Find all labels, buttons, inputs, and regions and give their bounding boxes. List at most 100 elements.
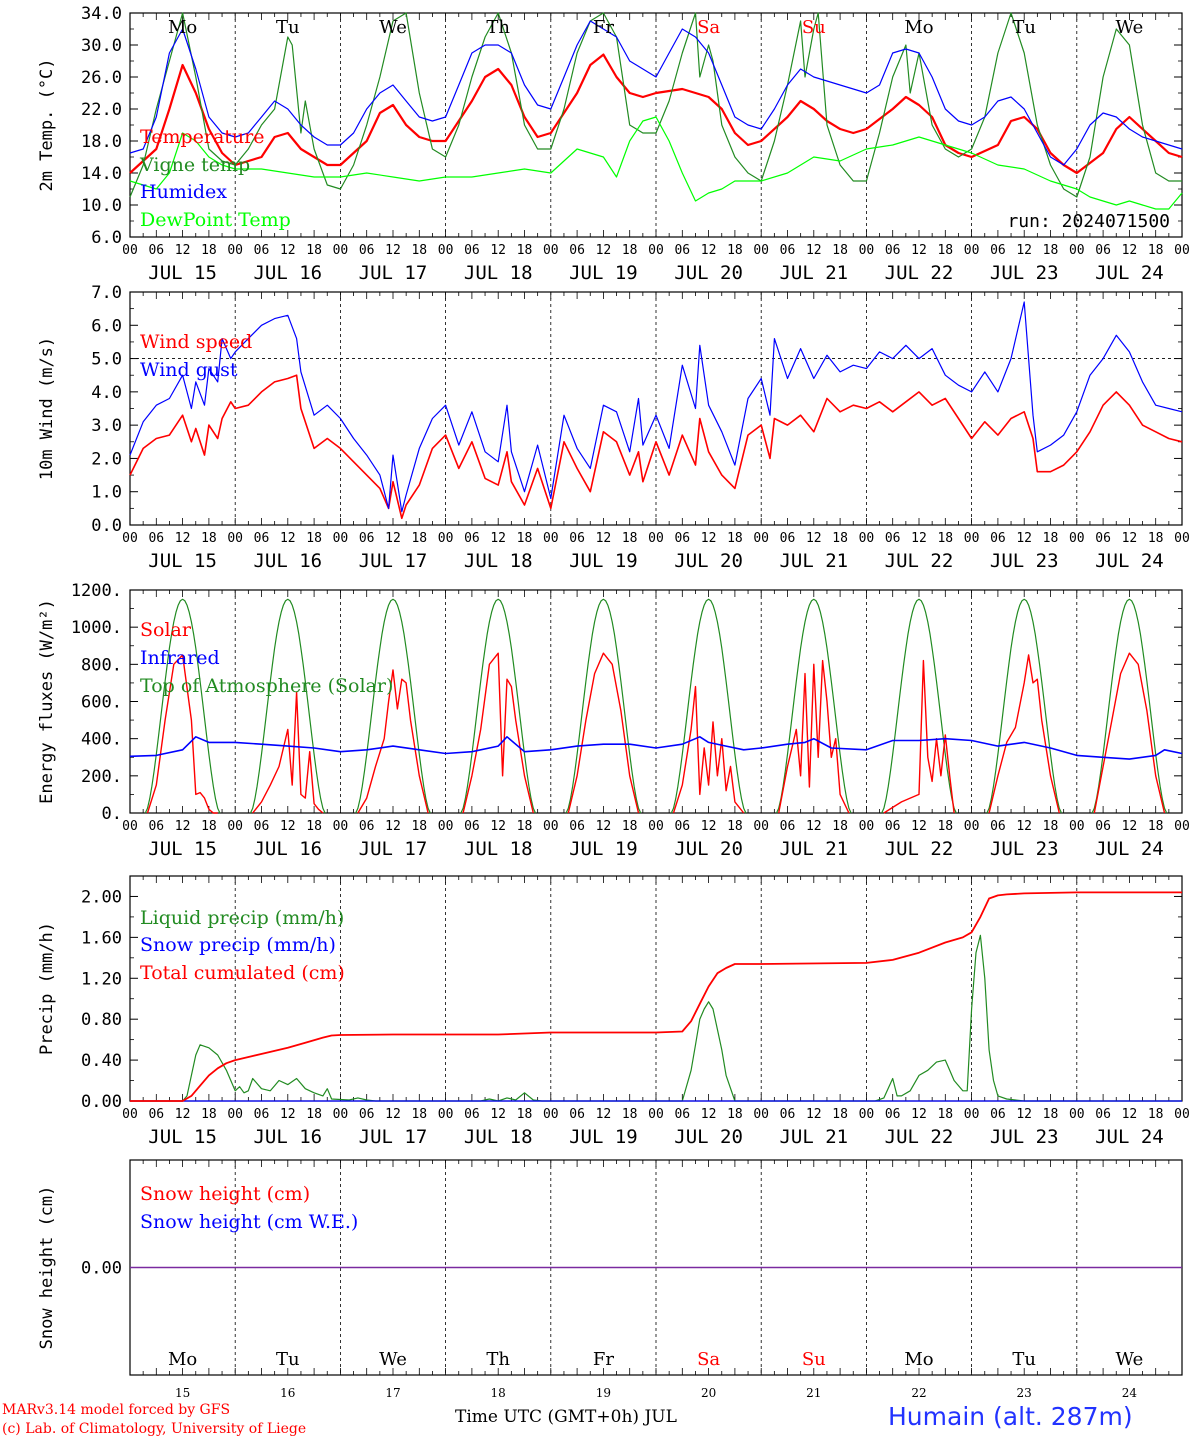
hour-tick-label: 06 xyxy=(148,243,164,258)
weekday-label: Sa xyxy=(697,17,720,38)
hour-tick-label: 12 xyxy=(806,1107,822,1122)
hour-tick-label: 06 xyxy=(464,243,480,258)
hour-tick-label: 00 xyxy=(227,243,243,258)
hour-tick-label: 00 xyxy=(1069,819,1085,834)
y-tick-label: 400. xyxy=(81,730,122,750)
hour-tick-label: 12 xyxy=(385,1107,401,1122)
series-vigne-temp xyxy=(129,12,1182,198)
hour-tick-label: 06 xyxy=(148,531,164,546)
hour-tick-label: 06 xyxy=(464,1107,480,1122)
y-tick-label: 7.0 xyxy=(91,283,122,303)
weekday-label: We xyxy=(1116,17,1144,38)
y-tick-label: 2.0 xyxy=(91,449,122,469)
date-label: JUL 15 xyxy=(148,1126,217,1148)
date-label: JUL 16 xyxy=(253,550,322,572)
hour-tick-label: 00 xyxy=(753,243,769,258)
date-label: JUL 23 xyxy=(990,262,1059,284)
hour-tick-label: 18 xyxy=(1043,243,1059,258)
hour-tick-label: 12 xyxy=(1016,531,1032,546)
date-label: JUL 20 xyxy=(674,1126,743,1148)
series-solar xyxy=(778,659,850,814)
day-number-label: 23 xyxy=(1017,1386,1032,1400)
y-tick-label: 2.00 xyxy=(81,887,122,907)
series-solar xyxy=(462,652,534,814)
hour-tick-label: 12 xyxy=(1016,243,1032,258)
hour-tick-label: 06 xyxy=(990,531,1006,546)
hour-tick-label: 12 xyxy=(280,243,296,258)
hour-tick-label: 06 xyxy=(359,531,375,546)
date-label: JUL 17 xyxy=(359,262,428,284)
weekday-label-bottom: Mo xyxy=(168,1349,197,1370)
hour-tick-label: 12 xyxy=(1016,1107,1032,1122)
day-number-label: 17 xyxy=(385,1386,400,1400)
hour-tick-label: 18 xyxy=(1148,531,1164,546)
date-label: JUL 24 xyxy=(1095,262,1164,284)
y-tick-label: 18.0 xyxy=(81,132,122,152)
hour-tick-label: 00 xyxy=(964,243,980,258)
date-label: JUL 20 xyxy=(674,550,743,572)
hour-tick-label: 12 xyxy=(1122,819,1138,834)
y-tick-label: 1200. xyxy=(71,581,122,601)
weekday-label: We xyxy=(379,17,407,38)
hour-tick-label: 00 xyxy=(543,1107,559,1122)
hour-tick-label: 12 xyxy=(911,531,927,546)
legend-entry: Wind speed xyxy=(140,331,252,353)
hour-tick-label: 12 xyxy=(385,531,401,546)
date-label: JUL 19 xyxy=(569,838,638,860)
hour-tick-label: 06 xyxy=(1095,819,1111,834)
weekday-label: Th xyxy=(486,17,510,38)
hour-tick-label: 12 xyxy=(280,531,296,546)
hour-tick-label: 00 xyxy=(122,531,138,546)
date-label: JUL 22 xyxy=(885,838,954,860)
hour-tick-label: 18 xyxy=(201,819,217,834)
hour-tick-label: 06 xyxy=(254,243,270,258)
y-tick-label: 22.0 xyxy=(81,100,122,120)
legend-entry: Infrared xyxy=(140,647,220,669)
weekday-label-bottom: Tu xyxy=(276,1349,300,1370)
hour-tick-label: 12 xyxy=(280,819,296,834)
hour-tick-label: 06 xyxy=(990,1107,1006,1122)
hour-tick-label: 18 xyxy=(306,819,322,834)
hour-tick-label: 18 xyxy=(937,243,953,258)
series-solar xyxy=(988,654,1060,814)
series-toa-solar xyxy=(1091,598,1168,814)
legend-entry: Top of Atmosphere (Solar) xyxy=(140,675,393,697)
series-solar xyxy=(567,652,640,814)
y-tick-label: 0.00 xyxy=(81,1092,122,1112)
hour-tick-label: 06 xyxy=(780,531,796,546)
hour-tick-label: 12 xyxy=(490,1107,506,1122)
hour-tick-label: 12 xyxy=(175,819,191,834)
hour-tick-label: 18 xyxy=(411,1107,427,1122)
hour-tick-label: 12 xyxy=(701,243,717,258)
hour-tick-label: 18 xyxy=(727,1107,743,1122)
weekday-label: Mo xyxy=(168,17,197,38)
hour-tick-label: 00 xyxy=(122,819,138,834)
y-tick-label: 0.80 xyxy=(81,1010,122,1030)
hour-tick-label: 12 xyxy=(596,243,612,258)
hour-tick-label: 00 xyxy=(543,819,559,834)
hour-tick-label: 00 xyxy=(753,1107,769,1122)
hour-tick-label: 00 xyxy=(333,1107,349,1122)
date-label: JUL 21 xyxy=(779,262,848,284)
hour-tick-label: 18 xyxy=(201,243,217,258)
model-credit-line-2: (c) Lab. of Climatology, University of L… xyxy=(2,1421,307,1437)
hour-tick-label: 00 xyxy=(1174,243,1190,258)
date-label: JUL 22 xyxy=(885,550,954,572)
series-toa-solar xyxy=(775,598,852,814)
weekday-label-bottom: Fr xyxy=(593,1349,614,1370)
day-number-label: 15 xyxy=(175,1386,190,1400)
hour-tick-label: 18 xyxy=(201,531,217,546)
hour-tick-label: 00 xyxy=(438,1107,454,1122)
hour-tick-label: 18 xyxy=(832,531,848,546)
hour-tick-label: 00 xyxy=(227,819,243,834)
hour-tick-label: 12 xyxy=(1122,243,1138,258)
hour-tick-label: 12 xyxy=(701,819,717,834)
hour-tick-label: 00 xyxy=(648,243,664,258)
hour-tick-label: 00 xyxy=(859,243,875,258)
hour-tick-label: 00 xyxy=(438,819,454,834)
hour-tick-label: 18 xyxy=(1148,1107,1164,1122)
y-tick-label: 600. xyxy=(81,693,122,713)
weekday-label-bottom: Th xyxy=(486,1349,510,1370)
hour-tick-label: 06 xyxy=(464,819,480,834)
